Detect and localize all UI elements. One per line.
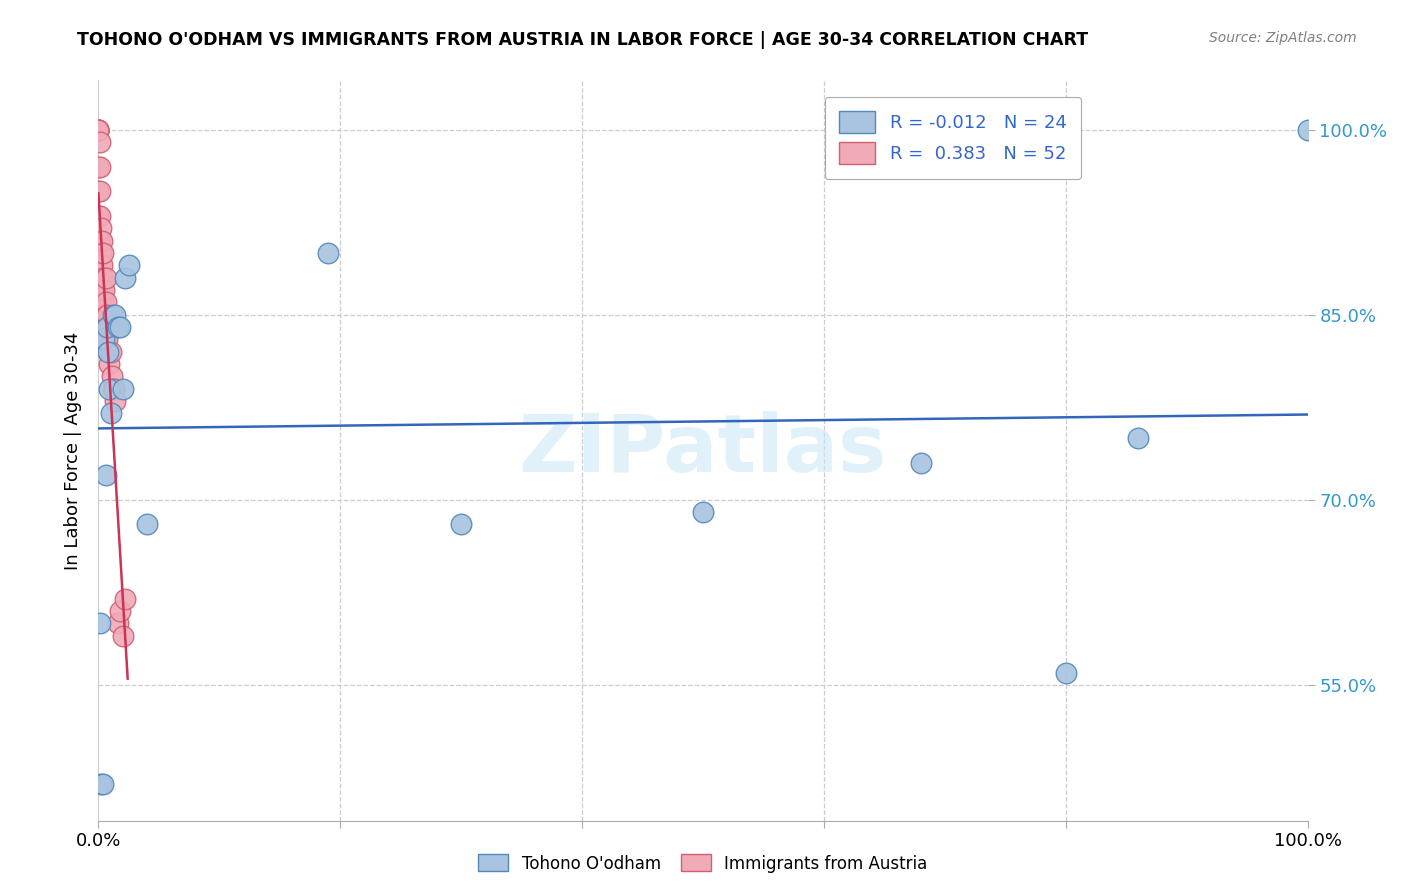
Point (87, 122, 110, 136)
Point (96, 333, 118, 347)
Point (87, 122, 110, 136)
Point (87, 122, 110, 136)
Point (101, 308, 124, 322)
Point (94, 468, 117, 483)
Point (91, 246, 114, 260)
Point (91, 234, 114, 248)
Y-axis label: In Labor Force | Age 30-34: In Labor Force | Age 30-34 (65, 331, 83, 570)
Point (89, 209, 111, 223)
Point (97, 320, 120, 334)
Point (91, 777, 114, 791)
Point (100, 407, 122, 421)
Point (100, 344, 122, 359)
Point (87, 234, 110, 248)
Point (93, 308, 115, 322)
Point (89, 616, 111, 631)
Point (111, 382, 134, 396)
Point (108, 604, 131, 618)
Point (104, 308, 127, 322)
Text: ZIPatlas: ZIPatlas (519, 411, 887, 490)
Point (114, 270, 136, 285)
Point (114, 591, 136, 606)
Point (100, 369, 122, 384)
Point (89, 308, 111, 322)
Point (90, 295, 112, 310)
Point (97, 344, 120, 359)
Point (94, 295, 117, 310)
Point (118, 259, 141, 273)
Point (91, 308, 114, 322)
Point (89, 185, 111, 199)
Point (89, 295, 111, 310)
Point (101, 382, 124, 396)
Point (96, 320, 118, 334)
Point (89, 160, 111, 174)
Point (96, 308, 118, 322)
Point (1054, 665, 1077, 680)
Point (89, 135, 111, 149)
Point (93, 333, 115, 347)
Point (94, 320, 117, 334)
Point (87, 122, 110, 136)
Point (1128, 431, 1150, 445)
Point (87, 122, 110, 136)
Text: Source: ZipAtlas.com: Source: ZipAtlas.com (1209, 31, 1357, 45)
Point (98, 382, 121, 396)
Point (91, 283, 114, 297)
Point (89, 259, 111, 273)
Point (90, 221, 112, 235)
Point (90, 270, 112, 285)
Point (91, 259, 114, 273)
Point (135, 517, 157, 532)
Legend: Tohono O'odham, Immigrants from Austria: Tohono O'odham, Immigrants from Austria (472, 847, 934, 880)
Point (90, 246, 112, 260)
Point (107, 320, 129, 334)
Point (87, 160, 110, 174)
Point (93, 283, 115, 297)
Point (94, 270, 117, 285)
Point (108, 320, 131, 334)
Point (89, 270, 111, 285)
Point (111, 629, 134, 643)
Point (104, 394, 127, 409)
Point (90, 777, 112, 791)
Point (692, 505, 714, 519)
Point (89, 283, 111, 297)
Point (450, 517, 472, 532)
Point (91, 295, 114, 310)
Point (91, 270, 114, 285)
Point (103, 382, 125, 396)
Point (316, 246, 339, 260)
Point (107, 616, 129, 631)
Point (87, 209, 110, 223)
Point (90, 283, 112, 297)
Point (89, 234, 111, 248)
Point (87, 122, 110, 136)
Point (87, 122, 110, 136)
Legend: R = -0.012   N = 24, R =  0.383   N = 52: R = -0.012 N = 24, R = 0.383 N = 52 (824, 96, 1081, 178)
Text: TOHONO O'ODHAM VS IMMIGRANTS FROM AUSTRIA IN LABOR FORCE | AGE 30-34 CORRELATION: TOHONO O'ODHAM VS IMMIGRANTS FROM AUSTRI… (77, 31, 1088, 49)
Point (97, 344, 120, 359)
Point (98, 357, 121, 371)
Point (87, 185, 110, 199)
Point (910, 456, 932, 470)
Point (1296, 122, 1319, 136)
